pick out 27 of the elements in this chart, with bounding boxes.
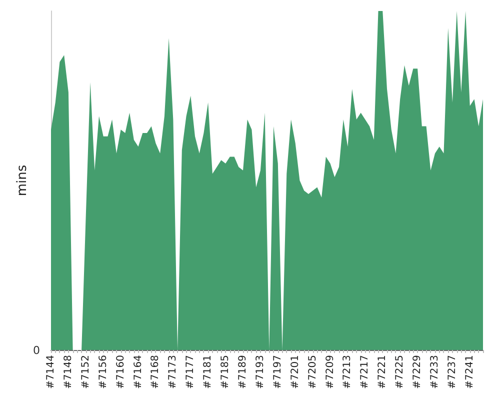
x-tick-label: #7229 — [412, 355, 424, 389]
x-tick-label: #7181 — [202, 355, 214, 389]
x-tick-label: #7217 — [360, 355, 371, 389]
x-tick-label: #7237 — [446, 355, 458, 389]
x-tick-label: #7168 — [150, 355, 162, 389]
x-tick-label: #7197 — [272, 355, 284, 389]
x-tick-label: #7221 — [377, 355, 388, 389]
x-tick-label: #7225 — [394, 355, 406, 389]
x-tick-label: #7185 — [220, 355, 232, 389]
x-tick-label: #7193 — [254, 355, 266, 389]
text: 0 — [33, 344, 40, 357]
x-tick-label: #7164 — [132, 355, 144, 389]
x-tick-label: #7144 — [46, 355, 56, 389]
x-tick-label: #7173 — [168, 355, 179, 389]
x-tick-label: #7213 — [342, 355, 354, 389]
x-tick-label: #7233 — [430, 355, 440, 389]
x-tick-label: #7156 — [98, 355, 109, 389]
x-tick-label: #7177 — [185, 355, 196, 389]
x-tick-label: #7189 — [238, 355, 248, 389]
x-tick-label: #7241 — [464, 355, 476, 389]
x-tick-label: #7152 — [80, 355, 92, 389]
x-tick-label: #7148 — [62, 355, 74, 389]
x-tick-label: #7205 — [307, 355, 318, 389]
y-axis-title: mins — [15, 164, 30, 196]
x-tick-label: #7209 — [324, 355, 336, 389]
x-tick-label: #7160 — [115, 355, 126, 389]
x-tick-label: #7201 — [290, 355, 301, 389]
